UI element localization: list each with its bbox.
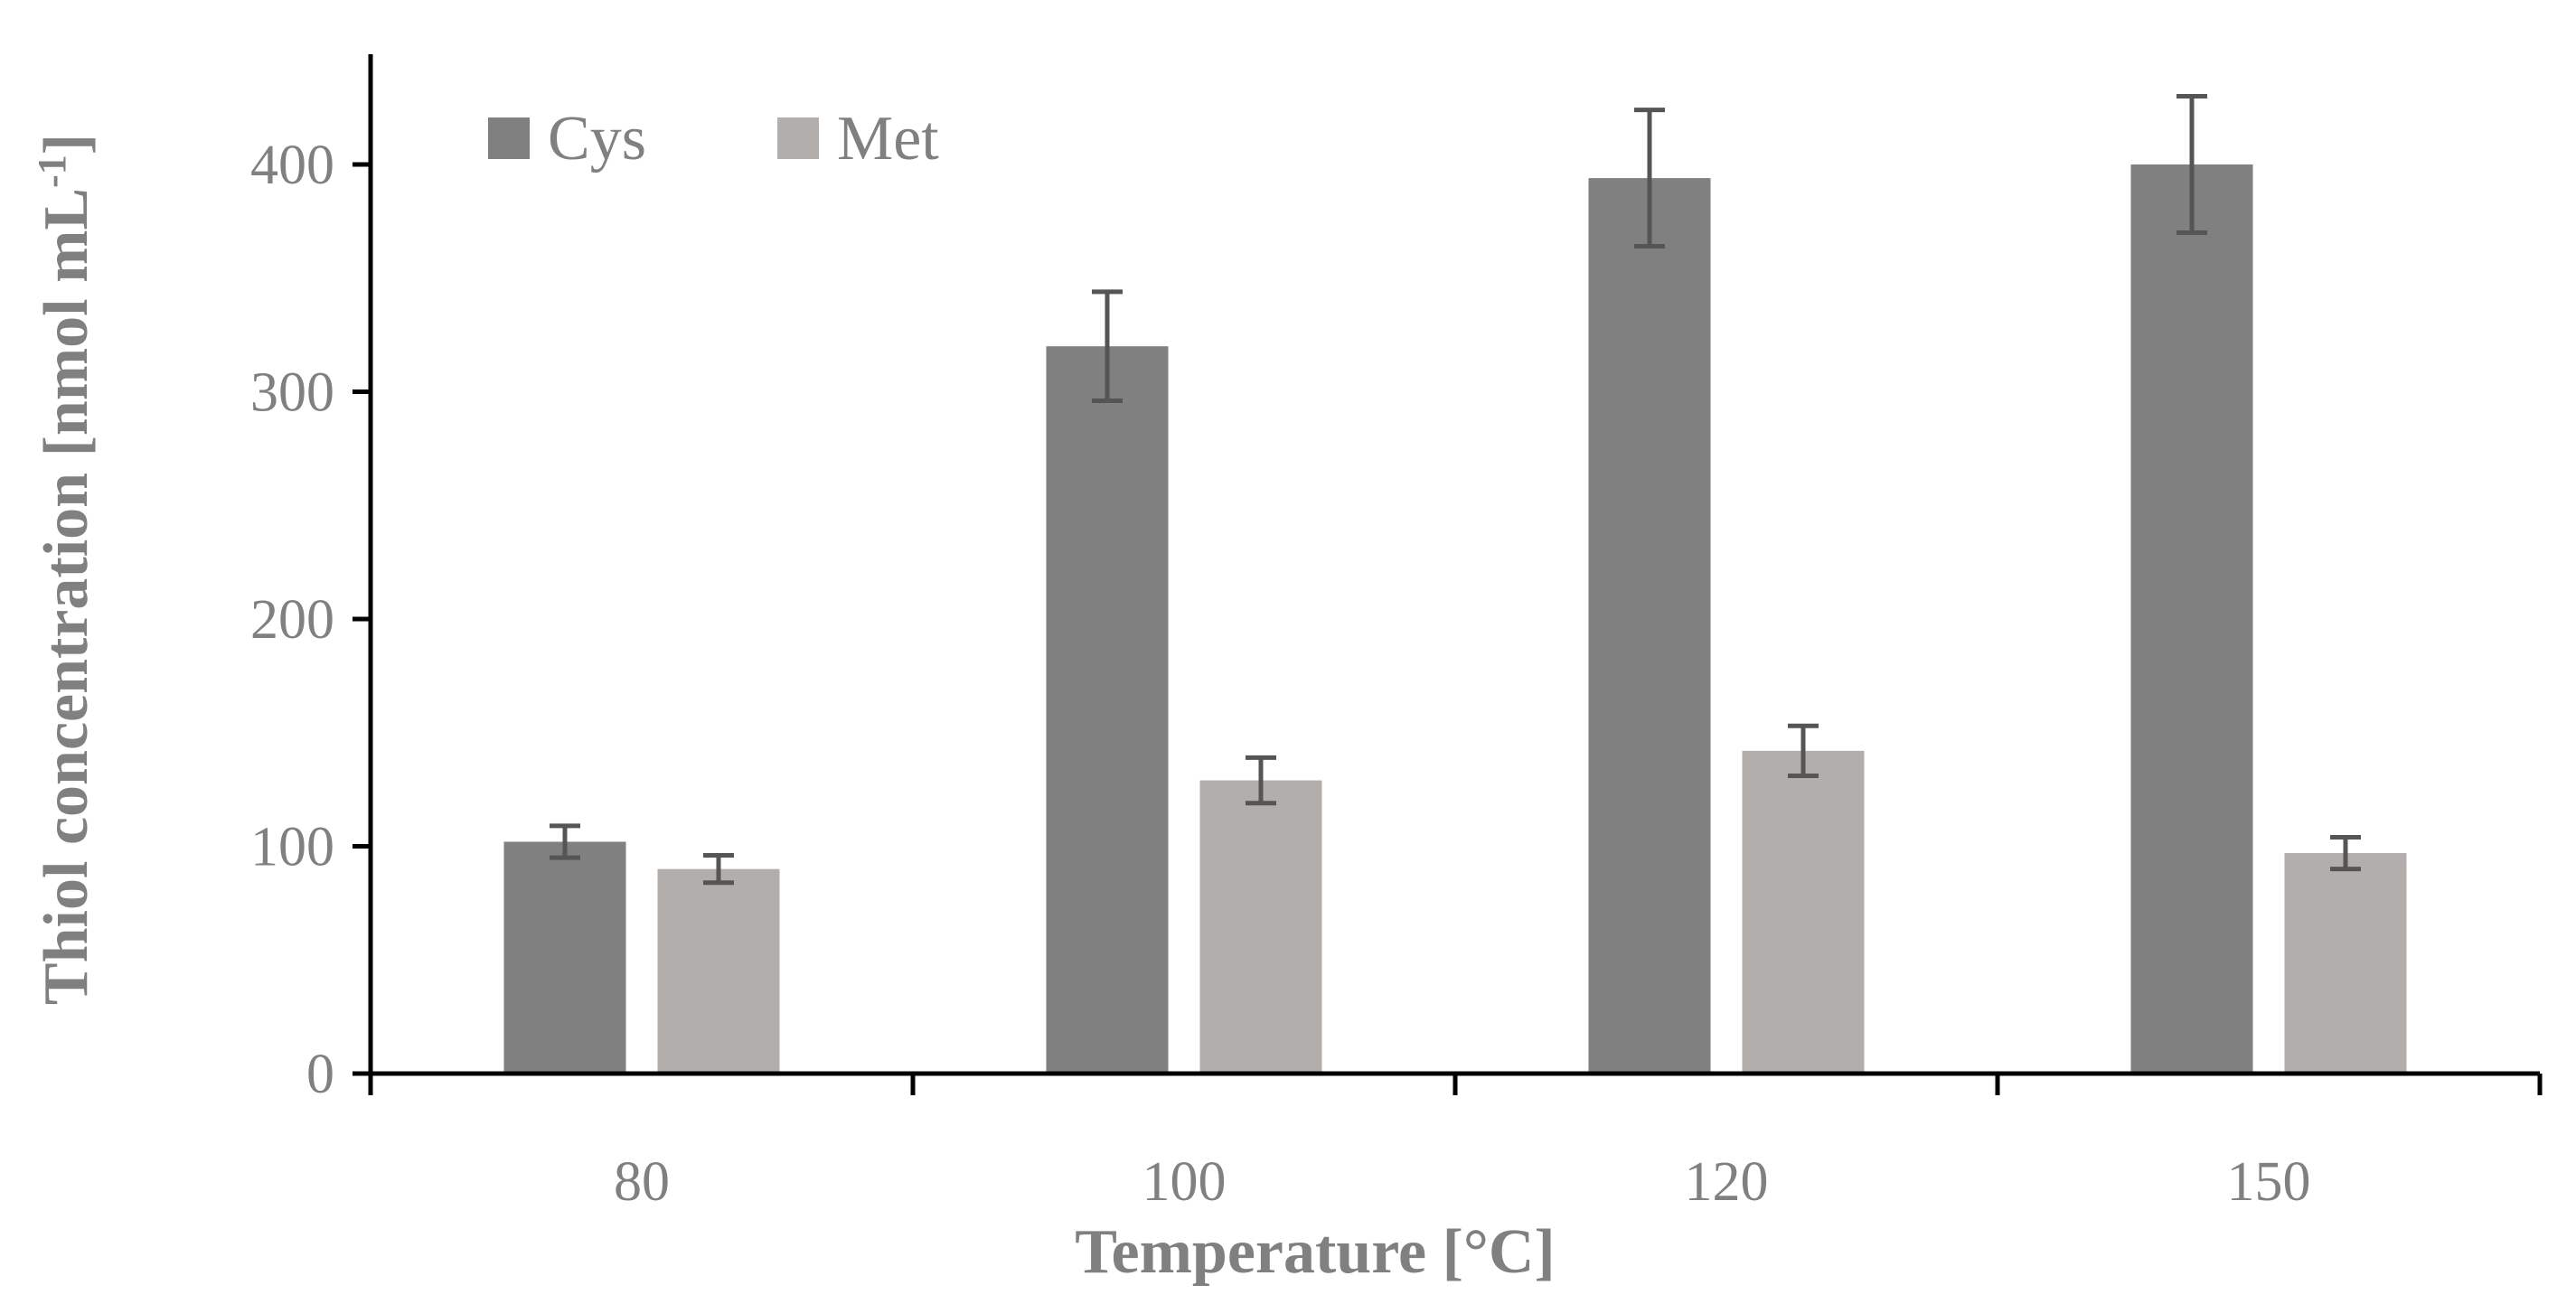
bar-met-150 [2284,853,2407,1074]
bar-cys-80 [503,841,626,1074]
legend-label-cys: Cys [548,104,646,174]
y-tick-label: 200 [250,589,334,651]
error-bars-layer [550,94,2361,886]
y-tick-label: 100 [250,817,334,878]
y-axis-title-close: ] [32,134,101,155]
legend-swatch-met [777,117,819,159]
bar-cys-150 [2130,164,2253,1074]
bar-met-80 [657,868,780,1074]
bar-met-120 [1742,750,1865,1074]
y-axis-ticks [353,162,371,1076]
y-tick-label: 0 [306,1044,334,1105]
y-axis-title-main: Thiol concentration [nmol mL [32,188,101,1005]
y-tick-label: 300 [250,362,334,424]
legend-swatch-cys [488,117,530,159]
bar-cys-120 [1588,178,1711,1074]
bars-layer [503,164,2407,1074]
x-tick-labels: 80 100 120 150 [614,1151,2311,1213]
x-axis-title: Temperature [°C] [1075,1217,1556,1287]
y-axis-title: Thiol concentration [nmol mL-1] [30,134,101,1005]
x-tick-label: 120 [1685,1151,1769,1213]
y-tick-label: 400 [250,135,334,196]
bar-met-100 [1199,780,1322,1074]
legend: Cys Met [488,104,939,174]
y-tick-labels: 0 100 200 300 400 [250,135,334,1105]
x-axis-ticks [368,1074,2543,1095]
y-axis-title-superscript: -1 [30,155,74,188]
legend-label-met: Met [837,104,939,174]
bar-cys-100 [1046,346,1169,1074]
x-tick-label: 150 [2227,1151,2311,1213]
x-tick-label: 100 [1142,1151,1227,1213]
x-tick-label: 80 [614,1151,670,1213]
